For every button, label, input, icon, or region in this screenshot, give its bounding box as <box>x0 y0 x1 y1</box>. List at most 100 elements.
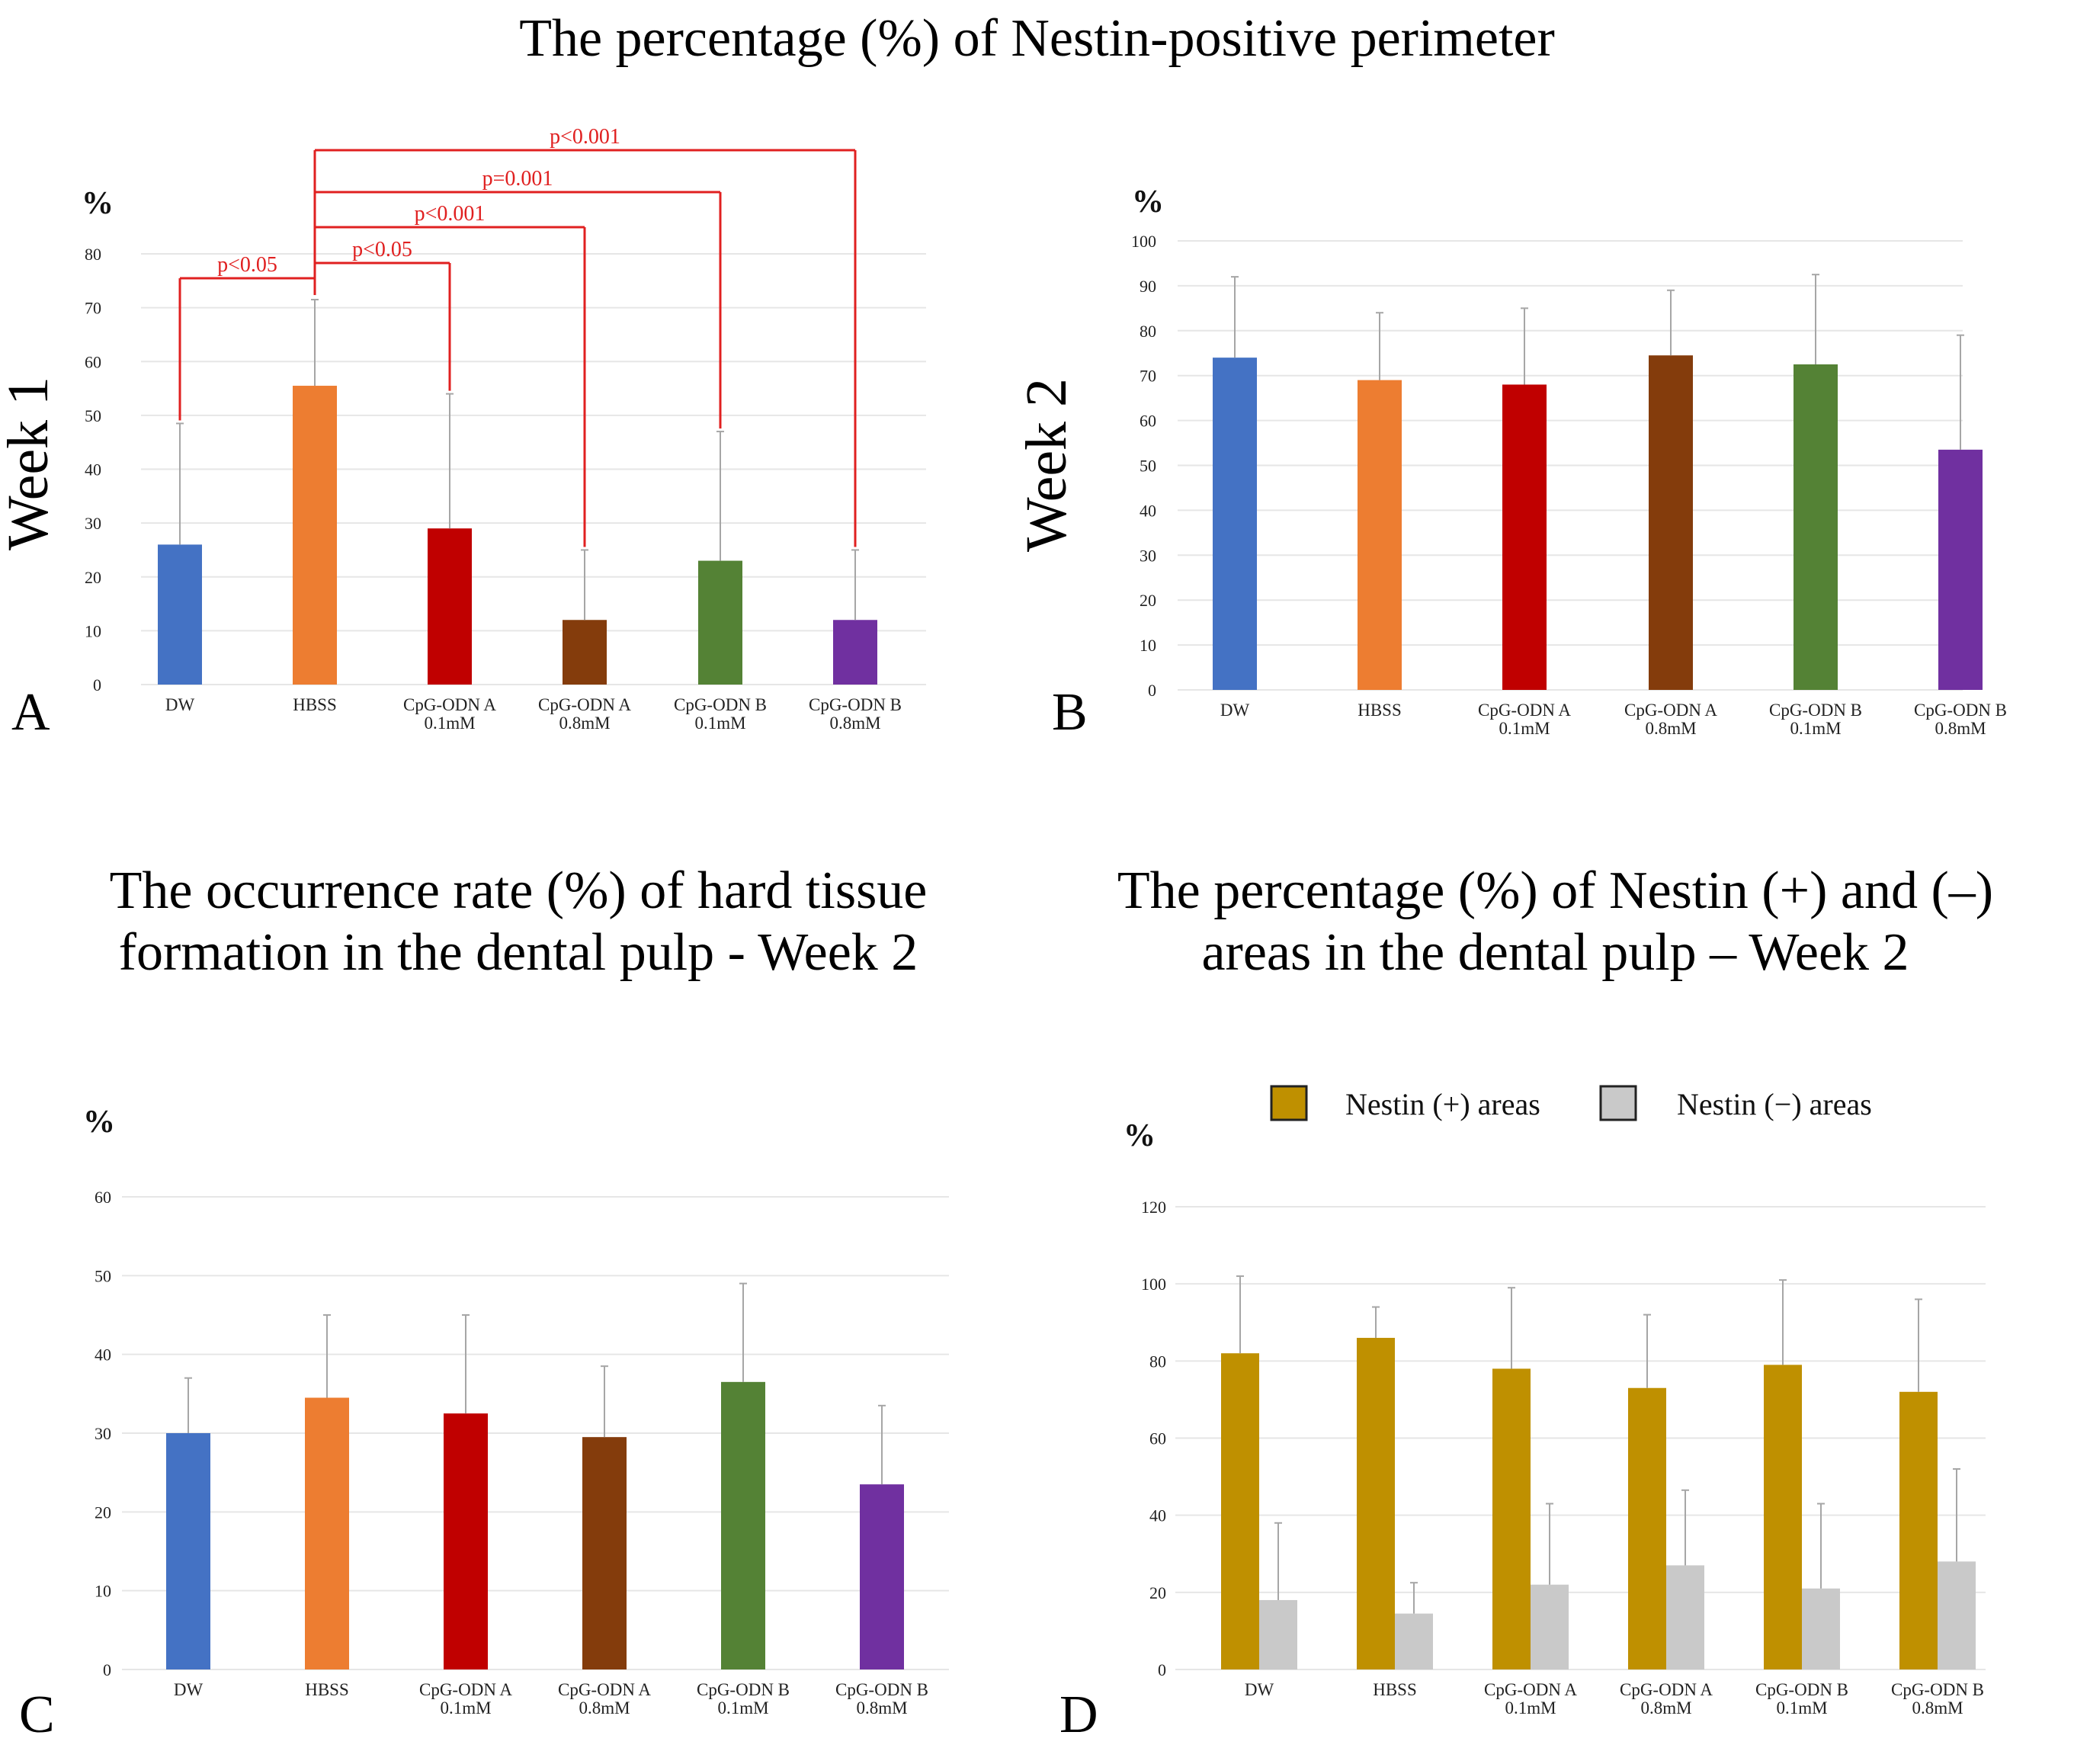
panel-d-legend-swatch <box>1599 1085 1637 1121</box>
panel-b-bar <box>1649 355 1693 690</box>
panel-a-category-label: CpG-ODN B <box>809 695 902 714</box>
panel-b-category-sublabel: 0.8mM <box>1645 719 1696 738</box>
panel-b-ytick-label: 100 <box>1131 232 1156 251</box>
panel-a-ytick-label: 30 <box>85 514 101 533</box>
panel-b-ytick-label: 40 <box>1140 501 1156 520</box>
panel-c-ytick-label: 50 <box>95 1266 111 1285</box>
panel-a-bar <box>428 528 472 685</box>
panel-letter-c: C <box>19 1685 55 1744</box>
panel-a-ytick-label: 50 <box>85 406 101 425</box>
panel-a-ytick-label: 20 <box>85 568 101 587</box>
panel-c-ytick-label: 60 <box>95 1188 111 1207</box>
panel-c-category-label: CpG-ODN B <box>835 1680 928 1699</box>
panel-d-title-line1: The percentage (%) of Nestin (+) and (–) <box>1117 861 1994 920</box>
panel-d-bar <box>1531 1584 1569 1669</box>
panel-b-category-label: DW <box>1220 701 1250 720</box>
panel-c-ytick-label: 30 <box>95 1424 111 1443</box>
panel-a-significance-label: p<0.001 <box>415 202 486 226</box>
panel-d-ytick-label: 120 <box>1141 1198 1166 1217</box>
panel-b-ytick-label: 70 <box>1140 367 1156 386</box>
panel-d-legend-swatch <box>1270 1085 1308 1121</box>
panel-d-category-label: DW <box>1245 1680 1274 1699</box>
panel-c-category-sublabel: 0.1mM <box>717 1698 768 1717</box>
panel-d-bar <box>1221 1353 1259 1669</box>
panel-b-category-label: CpG-ODN A <box>1624 701 1717 720</box>
panel-b-category-label: CpG-ODN B <box>1769 701 1862 720</box>
panel-a-significance-label: p<0.05 <box>217 253 277 277</box>
panel-d-bar <box>1666 1565 1704 1669</box>
panel-c-category-label: HBSS <box>305 1680 349 1699</box>
panel-a-category-sublabel: 0.8mM <box>829 714 880 733</box>
panel-c-bar <box>860 1484 904 1669</box>
panel-c-ytick-label: 20 <box>95 1503 111 1522</box>
panel-d-title: The percentage (%) of Nestin (+) and (–)… <box>1037 860 2074 983</box>
panel-d-bar <box>1395 1613 1433 1669</box>
panel-d-legend-label: Nestin (−) areas <box>1677 1087 1872 1121</box>
panel-b-category-sublabel: 0.1mM <box>1790 719 1841 738</box>
panel-b-side-label: Week 2 <box>1015 378 1079 552</box>
panel-c-category-label: CpG-ODN A <box>419 1680 512 1699</box>
panel-c-category-sublabel: 0.8mM <box>579 1698 630 1717</box>
panel-a-ytick-label: 60 <box>85 352 101 371</box>
panel-a-significance-label: p<0.05 <box>352 238 412 261</box>
panel-a-side-label: Week 1 <box>0 377 60 550</box>
panel-a-ytick-label: 80 <box>85 245 101 264</box>
panel-b-category-label: HBSS <box>1358 701 1402 720</box>
panel-d-bar <box>1802 1588 1840 1669</box>
panel-a-ylabel: % <box>82 186 114 221</box>
panel-c-bar <box>305 1397 349 1669</box>
panel-b-ytick-label: 90 <box>1140 277 1156 296</box>
panel-a-bar <box>293 386 337 685</box>
panel-d-bar <box>1259 1599 1297 1669</box>
panel-d-ytick-label: 60 <box>1149 1429 1166 1448</box>
panel-d-category-label: CpG-ODN A <box>1620 1680 1713 1699</box>
panel-a-ytick-label: 70 <box>85 299 101 318</box>
panel-b-bar <box>1213 358 1257 690</box>
panel-d-bar <box>1628 1387 1666 1669</box>
panel-a-category-label: HBSS <box>293 695 337 714</box>
panel-a-category-sublabel: 0.8mM <box>559 714 610 733</box>
panel-c-category-label: DW <box>174 1680 204 1699</box>
panel-a-category-label: DW <box>165 695 195 714</box>
panel-a-bar <box>698 560 742 685</box>
panel-d-ylabel: % <box>1124 1118 1156 1153</box>
panel-b-ytick-label: 20 <box>1140 591 1156 610</box>
panel-c-ylabel: % <box>83 1105 115 1140</box>
panel-b-ylabel: % <box>1132 184 1164 220</box>
panel-c-bar <box>166 1433 210 1669</box>
panel-d-category-label: CpG-ODN B <box>1891 1680 1984 1699</box>
panel-d-category-label: CpG-ODN A <box>1484 1680 1577 1699</box>
panel-d-title-line2: areas in the dental pulp – Week 2 <box>1201 923 1909 983</box>
panel-b-bar <box>1794 364 1838 690</box>
panel-d-bar <box>1938 1561 1976 1669</box>
panel-letter-d: D <box>1059 1685 1098 1744</box>
panel-b-ytick-label: 50 <box>1140 457 1156 476</box>
panel-c-ytick-label: 40 <box>95 1345 111 1365</box>
panel-c-category-sublabel: 0.8mM <box>856 1698 907 1717</box>
panel-c-category-label: CpG-ODN A <box>558 1680 651 1699</box>
panel-d-ytick-label: 100 <box>1141 1275 1166 1294</box>
panel-c-ytick-label: 0 <box>103 1660 111 1679</box>
panel-a-bar <box>563 620 607 685</box>
panel-c-title-line2: formation in the dental pulp - Week 2 <box>118 923 918 983</box>
panel-d-category-label: CpG-ODN B <box>1755 1680 1848 1699</box>
panel-d-ytick-label: 80 <box>1149 1352 1166 1371</box>
panel-b-category-label: CpG-ODN B <box>1914 701 2007 720</box>
panel-d-ytick-label: 40 <box>1149 1506 1166 1525</box>
panel-a-ytick-label: 10 <box>85 621 101 640</box>
panel-a-ytick-label: 40 <box>85 460 101 479</box>
panel-a-category-label: CpG-ODN A <box>403 695 496 714</box>
panel-d-bar <box>1492 1368 1531 1669</box>
panel-a-significance-label: p<0.001 <box>550 125 620 149</box>
panel-d-legend-label: Nestin (+) areas <box>1345 1087 1540 1121</box>
panel-d-ytick-label: 0 <box>1158 1660 1166 1679</box>
panel-d-ytick-label: 20 <box>1149 1583 1166 1602</box>
panel-b-category-sublabel: 0.1mM <box>1499 719 1550 738</box>
panel-b-bar <box>1938 449 1983 690</box>
panel-b-ytick-label: 80 <box>1140 322 1156 341</box>
panel-d-category-sublabel: 0.8mM <box>1640 1698 1691 1717</box>
panel-d-category-sublabel: 0.1mM <box>1505 1698 1556 1717</box>
panel-c-title: The occurrence rate (%) of hard tissue f… <box>0 860 1037 983</box>
panel-b-category-sublabel: 0.8mM <box>1935 719 1986 738</box>
